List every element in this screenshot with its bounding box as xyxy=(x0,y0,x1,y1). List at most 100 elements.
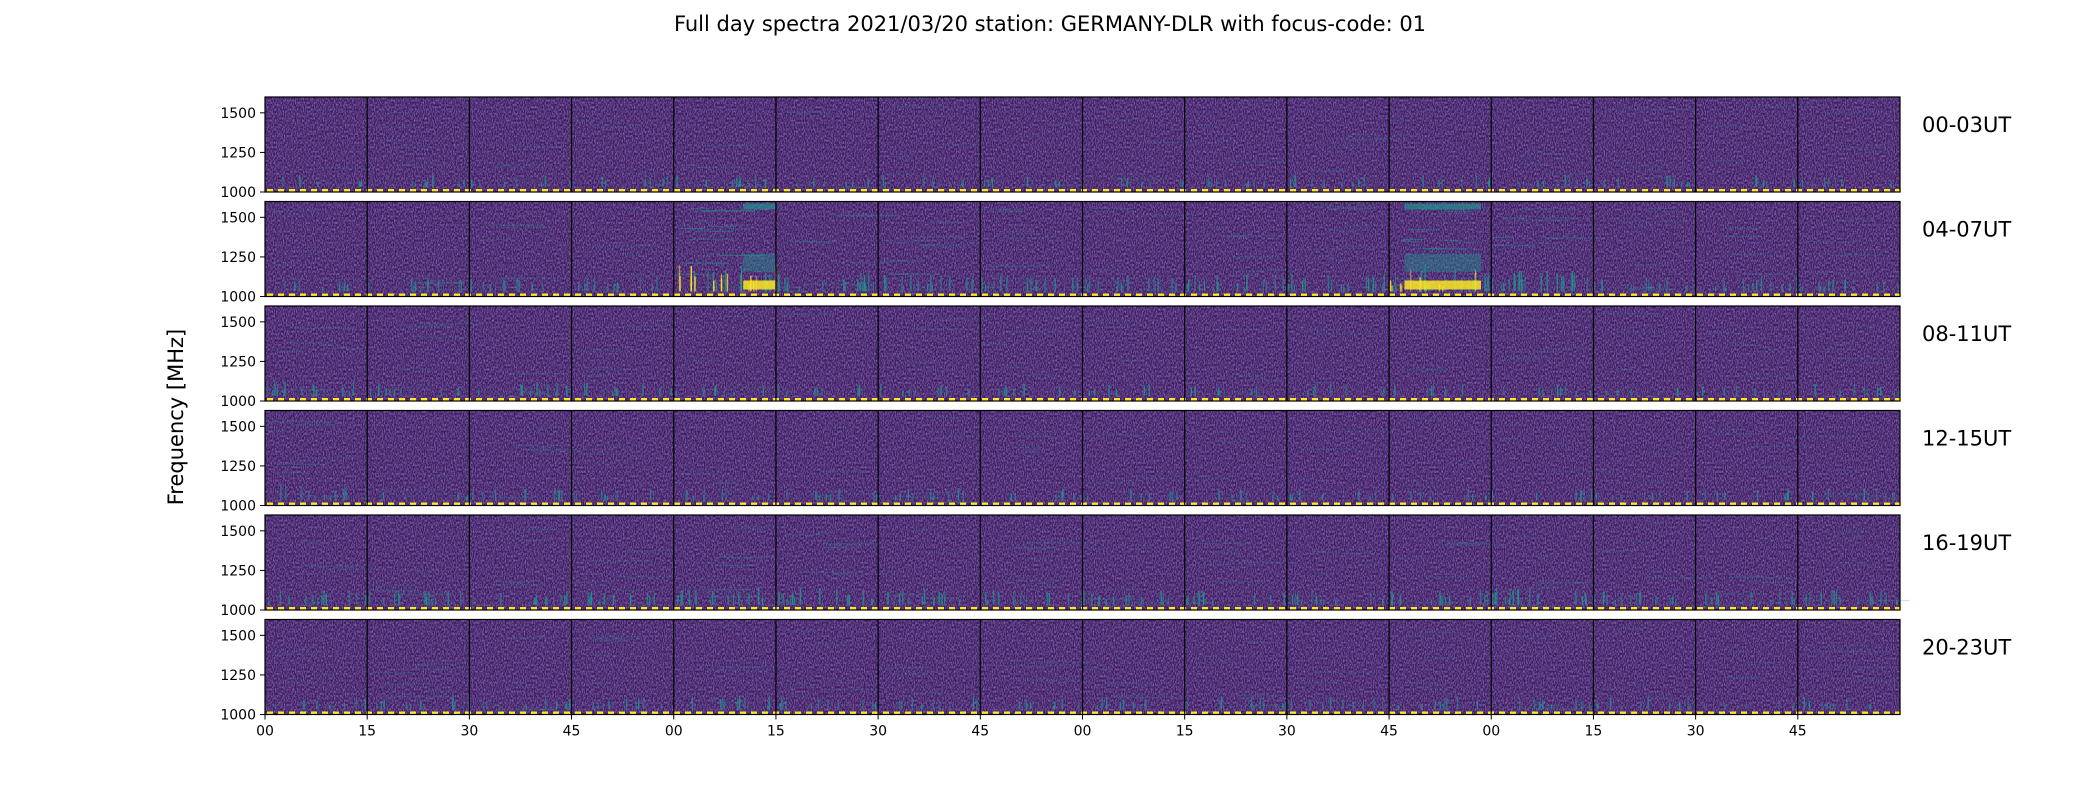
baseline-dash xyxy=(1136,293,1142,297)
emission-streak xyxy=(1242,641,1265,643)
spectra-panel xyxy=(1194,431,1279,502)
burst-spike xyxy=(1294,175,1297,187)
baseline-dash xyxy=(1422,607,1428,610)
burst-spike xyxy=(1311,179,1313,187)
emission-streak xyxy=(702,589,751,591)
burst-spike xyxy=(1210,182,1212,187)
burst-spike xyxy=(1365,276,1368,292)
burst-spike xyxy=(733,391,735,396)
burst-spike xyxy=(1795,276,1798,292)
baseline-dash xyxy=(1708,189,1714,192)
burst-spike xyxy=(1322,704,1324,710)
burst-spike xyxy=(1140,704,1142,710)
burst-spike xyxy=(689,600,691,605)
burst-spike xyxy=(957,488,960,501)
burst-spike xyxy=(1488,177,1491,187)
emission-streak xyxy=(1748,581,1796,583)
baseline-dash xyxy=(1862,502,1868,506)
emission-streak xyxy=(322,347,363,350)
emission-streak xyxy=(1311,381,1333,384)
baseline-dash xyxy=(1081,398,1087,401)
baseline-dash xyxy=(1158,398,1164,401)
burst-spike xyxy=(907,489,909,501)
baseline-dash xyxy=(1653,502,1659,506)
burst-spike xyxy=(1061,492,1063,501)
emission-streak xyxy=(885,667,920,669)
burst-spike xyxy=(1561,276,1563,292)
burst-spike xyxy=(1426,387,1429,396)
burst-spike xyxy=(1893,494,1896,501)
baseline-dash xyxy=(1675,607,1681,610)
burst-spike xyxy=(284,280,286,292)
burst-spike xyxy=(352,381,355,396)
baseline-dash xyxy=(806,502,812,506)
emission-streak xyxy=(625,172,665,174)
burst-spike xyxy=(423,182,426,187)
burst-spike xyxy=(425,591,427,605)
row-time-label: 20-23UT xyxy=(1922,636,2011,660)
burst-spike xyxy=(348,391,351,396)
baseline-dash xyxy=(993,189,999,192)
burst-spike xyxy=(343,702,346,710)
baseline-dash xyxy=(1279,398,1285,401)
burst-spike xyxy=(688,589,691,605)
burst-spike xyxy=(761,597,764,605)
baseline-dash xyxy=(1675,711,1681,715)
baseline-dash xyxy=(1345,502,1351,506)
baseline-dash xyxy=(1642,502,1648,506)
burst-spike xyxy=(1054,701,1056,710)
y-tick-label: 1500 xyxy=(220,315,256,331)
spectra-panel xyxy=(1491,423,1604,501)
baseline-dash xyxy=(267,711,273,715)
emission-streak xyxy=(1010,331,1064,333)
baseline-dash xyxy=(1708,293,1714,297)
burst-spike xyxy=(1550,389,1553,396)
baseline-dash xyxy=(1070,607,1076,610)
emission-streak xyxy=(1117,360,1147,362)
baseline-dash xyxy=(1092,293,1098,297)
burst-spike xyxy=(987,180,989,187)
baseline-dash xyxy=(377,502,383,506)
baseline-dash xyxy=(1048,502,1054,506)
baseline-dash xyxy=(1719,293,1725,297)
emission-streak xyxy=(1344,225,1381,227)
baseline-dash xyxy=(520,189,526,192)
emission-streak xyxy=(728,387,774,389)
emission-streak xyxy=(1026,184,1082,186)
emission-streak xyxy=(1309,248,1361,250)
baseline-dash xyxy=(619,398,625,401)
baseline-dash xyxy=(1763,711,1769,715)
baseline-dash xyxy=(685,711,691,715)
burst-spike xyxy=(1586,177,1588,187)
burst-spike xyxy=(1826,702,1828,710)
baseline-dash xyxy=(1565,189,1571,192)
burst-spike xyxy=(792,592,794,605)
baseline-dash xyxy=(1202,711,1208,715)
burst-spike xyxy=(283,390,285,396)
baseline-dash xyxy=(806,711,812,715)
baseline-dash xyxy=(322,711,328,715)
burst-spike xyxy=(1866,389,1869,396)
emission-streak xyxy=(496,709,557,711)
burst-spike xyxy=(1420,704,1422,710)
baseline-dash xyxy=(916,607,922,610)
burst-spike xyxy=(524,489,526,501)
burst-spike xyxy=(1084,276,1087,292)
baseline-dash xyxy=(1312,502,1318,506)
baseline-dash xyxy=(1323,189,1329,192)
emission-streak xyxy=(936,501,986,503)
burst-spike xyxy=(1094,389,1096,396)
baseline-dash xyxy=(1444,398,1450,401)
burst-spike xyxy=(284,381,286,396)
burst-spike xyxy=(1429,495,1432,501)
emission-streak xyxy=(1801,597,1846,600)
burst-spike xyxy=(410,279,413,292)
burst-spike xyxy=(865,285,867,292)
baseline-dash xyxy=(1224,293,1230,297)
burst-spike xyxy=(1434,699,1436,710)
baseline-dash xyxy=(1026,293,1032,297)
burst-spike xyxy=(1448,595,1451,605)
emission-streak xyxy=(265,421,332,423)
burst-spike xyxy=(500,593,502,605)
burst-spike xyxy=(606,496,608,501)
